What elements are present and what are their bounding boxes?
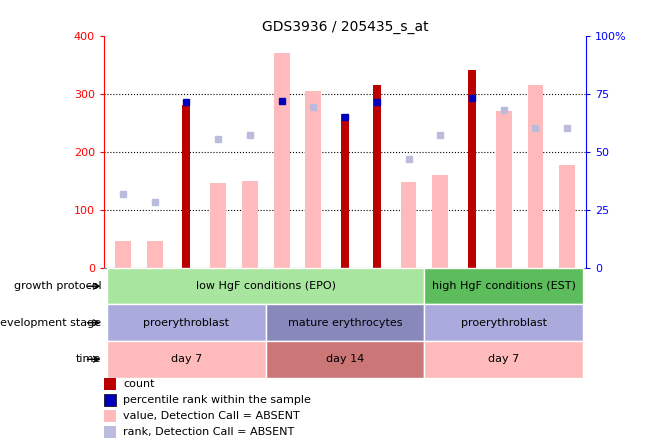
Bar: [401, 182, 417, 268]
Bar: [182, 105, 190, 268]
Bar: [559, 165, 575, 268]
Text: growth protocol: growth protocol: [14, 281, 101, 291]
Text: count: count: [123, 379, 155, 389]
Bar: [266, 341, 424, 377]
Bar: [341, 114, 349, 268]
Bar: [104, 410, 116, 422]
Bar: [147, 241, 163, 268]
Bar: [424, 268, 583, 305]
Text: time: time: [76, 354, 101, 364]
Bar: [306, 91, 321, 268]
Bar: [273, 53, 289, 268]
Text: percentile rank within the sample: percentile rank within the sample: [123, 395, 311, 405]
Bar: [266, 305, 424, 341]
Bar: [424, 305, 583, 341]
Bar: [115, 241, 131, 268]
Bar: [527, 85, 543, 268]
Text: high HgF conditions (EST): high HgF conditions (EST): [431, 281, 576, 291]
Text: rank, Detection Call = ABSENT: rank, Detection Call = ABSENT: [123, 427, 294, 437]
Bar: [104, 394, 116, 406]
Bar: [496, 111, 512, 268]
Bar: [432, 175, 448, 268]
Text: day 7: day 7: [171, 354, 202, 364]
Bar: [468, 71, 476, 268]
Bar: [424, 341, 583, 377]
Text: proerythroblast: proerythroblast: [143, 318, 229, 328]
Text: value, Detection Call = ABSENT: value, Detection Call = ABSENT: [123, 411, 300, 421]
Bar: [107, 268, 424, 305]
Text: low HgF conditions (EPO): low HgF conditions (EPO): [196, 281, 336, 291]
Bar: [107, 305, 266, 341]
Text: mature erythrocytes: mature erythrocytes: [288, 318, 402, 328]
Bar: [104, 426, 116, 438]
Text: day 14: day 14: [326, 354, 364, 364]
Title: GDS3936 / 205435_s_at: GDS3936 / 205435_s_at: [262, 20, 428, 35]
Text: proerythroblast: proerythroblast: [461, 318, 547, 328]
Bar: [107, 341, 266, 377]
Text: day 7: day 7: [488, 354, 519, 364]
Text: development stage: development stage: [0, 318, 101, 328]
Bar: [210, 182, 226, 268]
Bar: [104, 378, 116, 390]
Bar: [373, 85, 381, 268]
Bar: [242, 181, 258, 268]
